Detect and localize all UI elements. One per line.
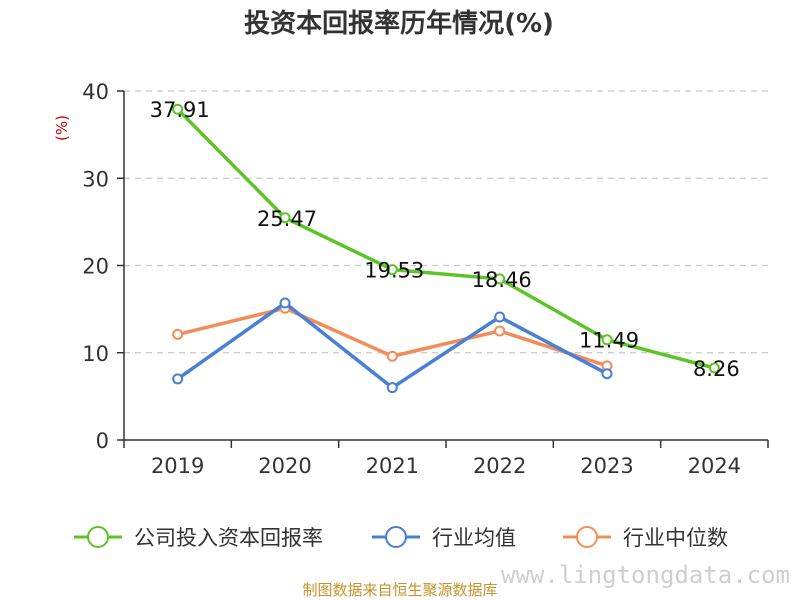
y-tick-label: 30 <box>82 167 109 191</box>
y-tick-label: 0 <box>96 429 109 453</box>
data-label: 11.49 <box>579 329 639 353</box>
source-note: 制图数据来自恒生聚源数据库 <box>302 581 497 599</box>
watermark: www.lingtongdata.com <box>501 561 790 589</box>
y-tick-label: 40 <box>82 80 109 104</box>
x-tick-label: 2023 <box>580 454 633 478</box>
legend-label: 行业均值 <box>432 526 516 550</box>
data-label: 37.91 <box>150 98 210 122</box>
y-tick-label: 20 <box>82 255 109 279</box>
legend-swatch-marker <box>87 526 109 548</box>
data-point <box>386 264 398 276</box>
legend-item-2[interactable]: 行业中位数 <box>563 526 728 550</box>
legend-swatch-marker <box>576 526 598 548</box>
data-label: 25.47 <box>257 207 317 231</box>
y-tick-label: 10 <box>82 342 109 366</box>
chart-title: 投资本回报率历年情况(%) <box>244 8 554 39</box>
data-point <box>601 368 613 380</box>
series-layer <box>172 103 720 394</box>
data-point <box>172 328 184 340</box>
data-labels: 37.91 25.47 19.53 18.46 11.49 8.26 <box>150 98 740 381</box>
x-tick-label: 2024 <box>688 454 741 478</box>
x-tick-label: 2020 <box>258 454 311 478</box>
data-point <box>279 297 291 309</box>
legend-label: 行业中位数 <box>623 526 728 550</box>
legend-item-0[interactable]: 公司投入资本回报率 <box>74 526 323 550</box>
legend-item-1[interactable]: 行业均值 <box>372 526 516 550</box>
axes: 0 10 20 30 40 2019 2020 2021 2022 2023 2024 <box>82 80 769 478</box>
x-tick-label: 2019 <box>151 454 204 478</box>
data-point <box>279 212 291 224</box>
data-point <box>386 382 398 394</box>
data-point <box>172 103 184 115</box>
data-point <box>601 334 613 346</box>
series-line-0 <box>176 108 715 370</box>
legend-label: 公司投入资本回报率 <box>134 526 323 550</box>
grid-lines <box>124 90 768 354</box>
legend-swatch-marker <box>385 526 407 548</box>
data-point <box>708 362 720 374</box>
data-point <box>494 325 506 337</box>
data-label: 18.46 <box>472 268 532 292</box>
data-point <box>494 273 506 285</box>
data-point <box>494 311 506 323</box>
x-tick-label: 2021 <box>366 454 419 478</box>
x-tick-label: 2022 <box>473 454 526 478</box>
data-point <box>386 350 398 362</box>
data-label: 8.26 <box>693 357 740 381</box>
y-axis-label: (%) <box>53 115 71 141</box>
data-label: 19.53 <box>364 259 424 283</box>
data-point <box>172 373 184 385</box>
legend: 公司投入资本回报率 行业均值 行业中位数 <box>74 526 728 550</box>
